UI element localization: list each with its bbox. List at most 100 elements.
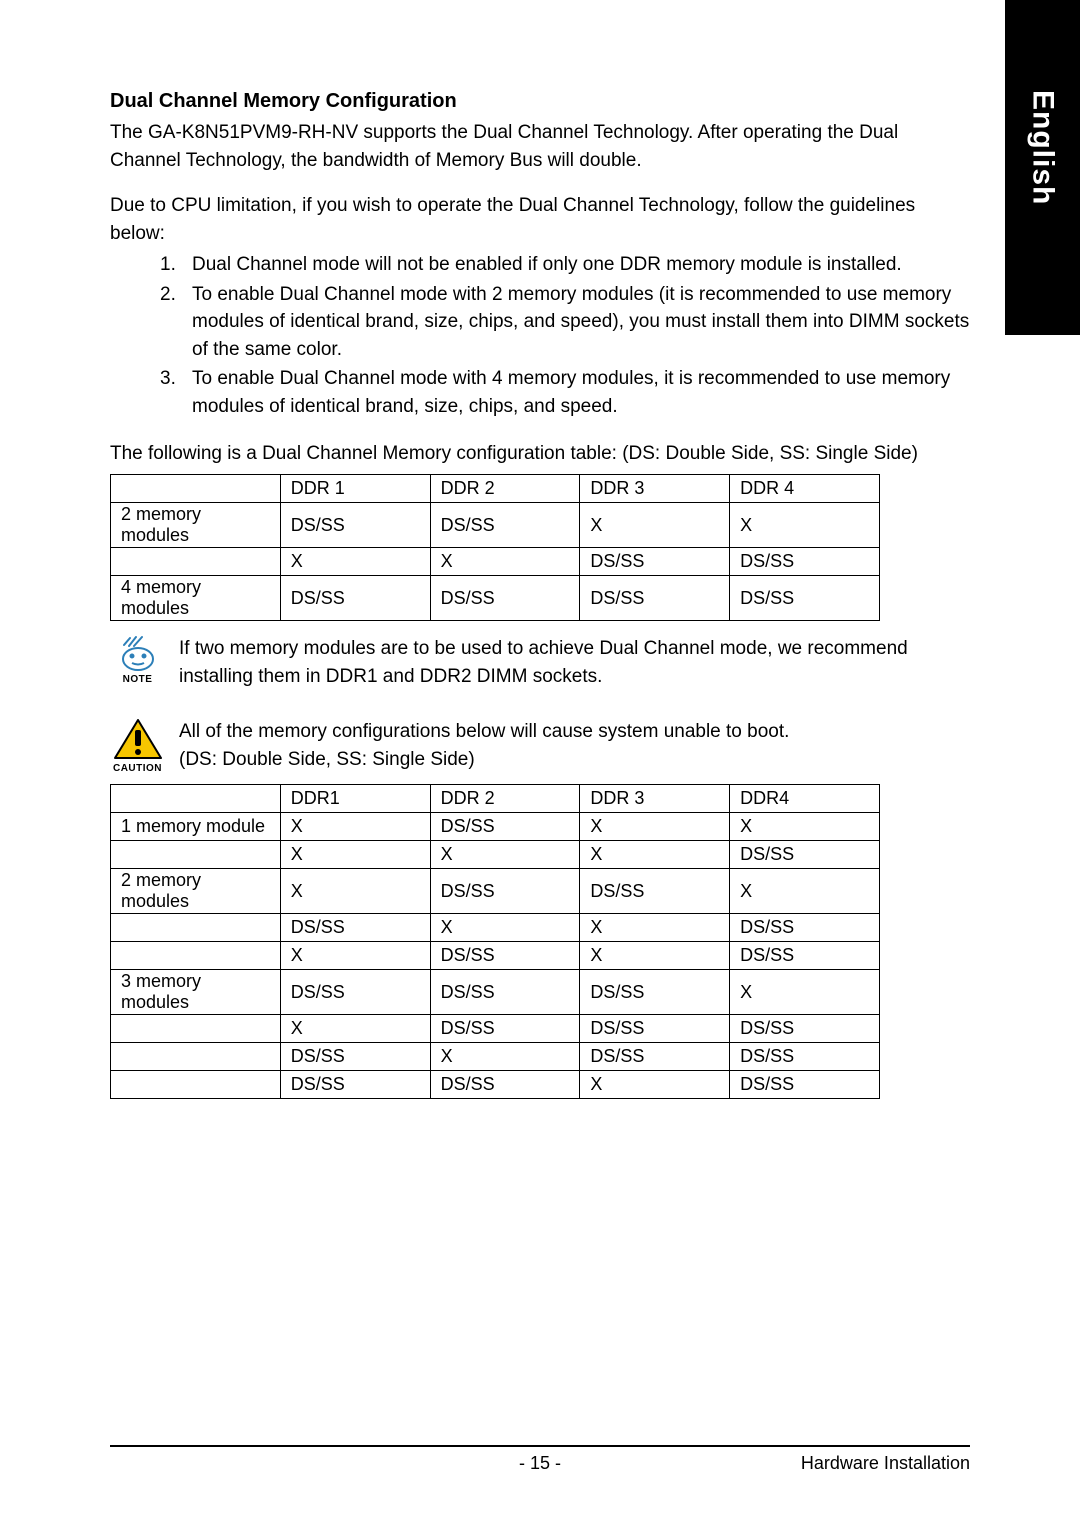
table-cell: DS/SS: [730, 841, 880, 869]
table-header: DDR 3: [580, 785, 730, 813]
table-header: DDR 2: [430, 475, 580, 503]
table-cell: DS/SS: [580, 970, 730, 1015]
table-cell: X: [430, 548, 580, 576]
table-header: DDR 1: [280, 475, 430, 503]
table-cell: DS/SS: [580, 869, 730, 914]
caution-text: All of the memory configurations below w…: [179, 718, 789, 773]
dual-channel-table: DDR 1DDR 2DDR 3DDR 42 memory modulesDS/S…: [110, 474, 880, 621]
table-cell: DS/SS: [430, 813, 580, 841]
table-row: 3 memory modulesDS/SSDS/SSDS/SSX: [111, 970, 880, 1015]
table-cell: X: [730, 813, 880, 841]
list-item: 2. To enable Dual Channel mode with 2 mem…: [160, 281, 970, 364]
table-header: [111, 785, 281, 813]
table-row: DS/SSDS/SSXDS/SS: [111, 1071, 880, 1099]
table-cell: X: [580, 503, 730, 548]
list-text: To enable Dual Channel mode with 2 memor…: [192, 284, 969, 360]
table-row: 4 memory modulesDS/SSDS/SSDS/SSDS/SS: [111, 576, 880, 621]
table-row: 2 memory modulesXDS/SSDS/SSX: [111, 869, 880, 914]
table-cell: [111, 942, 281, 970]
table-cell: DS/SS: [430, 1071, 580, 1099]
intro-paragraph: The GA-K8N51PVM9-RH-NV supports the Dual…: [110, 119, 970, 174]
table-cell: DS/SS: [430, 942, 580, 970]
table-row: XDS/SSXDS/SS: [111, 942, 880, 970]
table-cell: 1 memory module: [111, 813, 281, 841]
table1-caption: The following is a Dual Channel Memory c…: [110, 440, 970, 468]
table-cell: DS/SS: [580, 1015, 730, 1043]
page-number: - 15 -: [519, 1453, 561, 1474]
note-label: NOTE: [123, 674, 153, 685]
table-cell: DS/SS: [730, 1015, 880, 1043]
table-header: DDR 4: [730, 475, 880, 503]
table-row: DS/SSXDS/SSDS/SS: [111, 1043, 880, 1071]
language-tab: English: [1005, 0, 1080, 335]
table-header: DDR 3: [580, 475, 730, 503]
table-row: 1 memory moduleXDS/SSXX: [111, 813, 880, 841]
table-cell: DS/SS: [430, 1015, 580, 1043]
caution-line1: All of the memory configurations below w…: [179, 721, 789, 742]
table-cell: [111, 841, 281, 869]
table-cell: X: [280, 1015, 430, 1043]
table-header: DDR 2: [430, 785, 580, 813]
caution-line2: (DS: Double Side, SS: Single Side): [179, 749, 475, 770]
list-item: 1. Dual Channel mode will not be enabled …: [160, 251, 970, 279]
table-cell: [111, 1043, 281, 1071]
table-cell: DS/SS: [580, 548, 730, 576]
table-cell: X: [430, 841, 580, 869]
table-cell: [111, 548, 281, 576]
table-cell: X: [580, 1071, 730, 1099]
table-cell: X: [430, 1043, 580, 1071]
footer-section-name: Hardware Installation: [801, 1453, 970, 1474]
table-cell: DS/SS: [430, 970, 580, 1015]
caution-label: CAUTION: [113, 763, 162, 774]
table-cell: X: [730, 503, 880, 548]
table-cell: [111, 1071, 281, 1099]
table-cell: X: [730, 970, 880, 1015]
table-cell: 2 memory modules: [111, 869, 281, 914]
table-row: XXXDS/SS: [111, 841, 880, 869]
table-cell: 3 memory modules: [111, 970, 281, 1015]
section-title: Dual Channel Memory Configuration: [110, 90, 970, 113]
table-row: 2 memory modulesDS/SSDS/SSXX: [111, 503, 880, 548]
table-cell: DS/SS: [730, 576, 880, 621]
table-cell: X: [730, 869, 880, 914]
table-cell: DS/SS: [580, 576, 730, 621]
table-cell: DS/SS: [730, 942, 880, 970]
caution-icon-box: CAUTION: [110, 718, 165, 774]
caution-icon: [113, 718, 163, 762]
table-cell: DS/SS: [730, 914, 880, 942]
table-row: DS/SSXXDS/SS: [111, 914, 880, 942]
table-header: [111, 475, 281, 503]
table-row: XXDS/SSDS/SS: [111, 548, 880, 576]
table-cell: X: [280, 869, 430, 914]
table-row: XDS/SSDS/SSDS/SS: [111, 1015, 880, 1043]
table-cell: 2 memory modules: [111, 503, 281, 548]
list-number: 3.: [160, 365, 176, 393]
list-item: 3. To enable Dual Channel mode with 4 mem…: [160, 365, 970, 420]
table-cell: X: [580, 841, 730, 869]
caution-callout: CAUTION All of the memory configurations…: [110, 718, 970, 774]
table-cell: DS/SS: [430, 503, 580, 548]
table-cell: [111, 914, 281, 942]
list-text: To enable Dual Channel mode with 4 memor…: [192, 368, 950, 417]
table-cell: DS/SS: [430, 576, 580, 621]
table-cell: DS/SS: [280, 576, 430, 621]
table-cell: DS/SS: [730, 1043, 880, 1071]
table-header: DDR1: [280, 785, 430, 813]
table-header: DDR4: [730, 785, 880, 813]
table-cell: DS/SS: [430, 869, 580, 914]
list-number: 1.: [160, 251, 176, 279]
table-cell: DS/SS: [280, 1043, 430, 1071]
table-cell: [111, 1015, 281, 1043]
table-cell: X: [580, 914, 730, 942]
table-cell: X: [580, 942, 730, 970]
table-cell: DS/SS: [280, 914, 430, 942]
table-cell: X: [580, 813, 730, 841]
table-cell: DS/SS: [580, 1043, 730, 1071]
list-number: 2.: [160, 281, 176, 309]
guidelines-list: 1. Dual Channel mode will not be enabled …: [110, 251, 970, 420]
list-text: Dual Channel mode will not be enabled if…: [192, 254, 902, 275]
table-cell: 4 memory modules: [111, 576, 281, 621]
table-cell: DS/SS: [730, 1071, 880, 1099]
table-cell: DS/SS: [280, 503, 430, 548]
table-cell: X: [280, 841, 430, 869]
